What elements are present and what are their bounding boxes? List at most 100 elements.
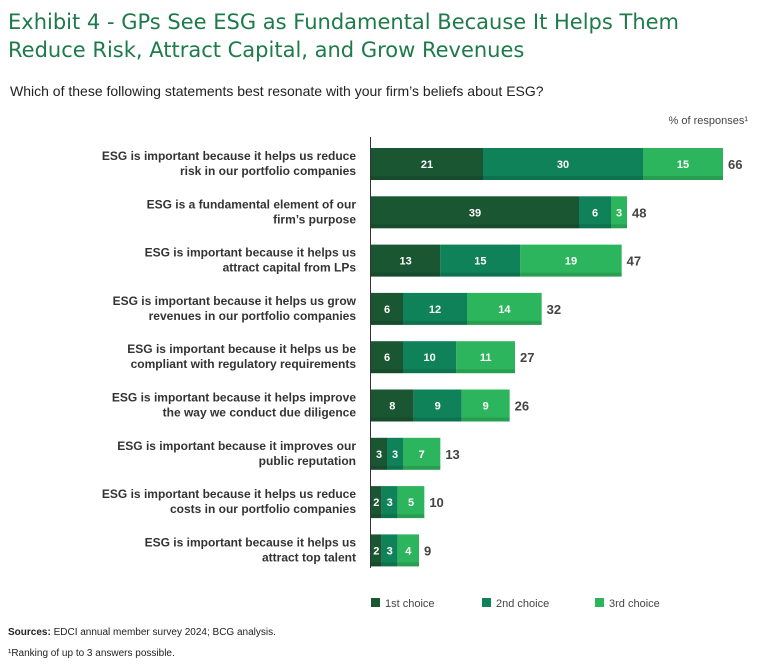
bar-segment-2 <box>381 486 398 519</box>
category-label-line: ESG is important because it helps us red… <box>102 149 356 163</box>
bar-segment-shadow <box>611 224 627 229</box>
bar-segment-shadow <box>520 272 622 277</box>
bar-segment-shadow <box>381 562 398 567</box>
segment-value-label: 6 <box>384 304 390 316</box>
category-label-line: firm’s purpose <box>273 212 356 226</box>
sources-text: EDCI annual member survey 2024; BCG anal… <box>50 627 276 638</box>
bar-segment-shadow <box>403 369 457 374</box>
total-value-label: 10 <box>429 495 443 510</box>
segment-value-label: 10 <box>424 352 436 364</box>
legend-label-1: 1st choice <box>385 598 435 610</box>
bar-segment-1 <box>371 292 403 325</box>
category-label-line: public reputation <box>259 454 356 468</box>
bar-segment-1 <box>371 196 579 229</box>
segment-value-label: 3 <box>387 545 393 557</box>
segment-value-label: 3 <box>387 497 393 509</box>
segment-value-label: 2 <box>373 497 379 509</box>
total-value-label: 9 <box>424 543 431 558</box>
category-label: ESG is important because it helps us attr… <box>145 535 357 564</box>
bar-segment-shadow <box>371 417 414 422</box>
bar-segment-1 <box>371 486 382 519</box>
segment-value-label: 2 <box>373 545 379 557</box>
bar-segment-3 <box>467 292 542 325</box>
legend-swatch-2 <box>482 598 491 607</box>
chart-subtitle: Which of these following statements best… <box>10 83 544 99</box>
bar-segment-3 <box>403 437 441 470</box>
unit-label: % of responses¹ <box>668 115 748 127</box>
segment-value-label: 9 <box>483 401 489 413</box>
segment-value-label: 3 <box>616 207 622 219</box>
segment-value-label: 39 <box>469 207 481 219</box>
bar-segment-shadow <box>413 417 462 422</box>
bar-segment-1 <box>371 244 441 277</box>
bar-segment-shadow <box>371 176 483 180</box>
segment-value-label: 14 <box>498 304 511 316</box>
bar-segment-1 <box>371 341 403 374</box>
category-label-line: risk in our portfolio companies <box>180 164 356 178</box>
category-label: ESG is important because it improves our… <box>117 439 356 468</box>
legend-label-3: 3rd choice <box>609 598 660 610</box>
bar-segment-shadow <box>461 417 510 422</box>
segment-value-label: 15 <box>677 159 689 171</box>
total-value-label: 13 <box>445 447 459 462</box>
segment-value-label: 15 <box>474 256 486 268</box>
bar-segment-shadow <box>397 514 425 519</box>
bar-segment-3 <box>643 148 723 180</box>
category-label-line: costs in our portfolio companies <box>170 502 356 516</box>
bar-segment-2 <box>483 148 643 180</box>
category-label: ESG is important because it helps us red… <box>102 149 356 178</box>
bar-segment-3 <box>456 341 515 374</box>
category-label-line: ESG is important because it helps us be <box>127 342 356 356</box>
bar-segment-shadow <box>397 562 419 567</box>
bar-segment-shadow <box>371 369 403 374</box>
segment-value-label: 21 <box>421 159 433 171</box>
bar-segment-shadow <box>371 272 441 277</box>
total-value-label: 48 <box>632 205 646 220</box>
category-label: ESG is important because it helps us red… <box>102 487 356 516</box>
segment-value-label: 6 <box>384 352 390 364</box>
bar-segment-shadow <box>371 320 403 325</box>
segment-value-label: 8 <box>389 401 395 413</box>
category-label-line: attract capital from LPs <box>223 261 357 275</box>
bar-segment-2 <box>387 437 403 470</box>
segment-value-label: 3 <box>392 449 398 461</box>
legend-swatch-1 <box>371 598 380 607</box>
category-label: ESG is a fundamental element of our firm’… <box>147 197 357 226</box>
total-value-label: 32 <box>547 302 561 317</box>
bar-segment-shadow <box>371 514 382 519</box>
category-label: ESG is important because it helps improv… <box>112 391 356 420</box>
bar-segment-shadow <box>483 176 643 180</box>
total-value-label: 26 <box>515 399 529 414</box>
bar-segment-1 <box>371 437 387 470</box>
bar-segment-shadow <box>371 224 579 229</box>
bar-segment-shadow <box>371 562 382 567</box>
category-label-line: ESG is important because it improves our <box>117 439 356 453</box>
category-label-line: ESG is important because it helps improv… <box>112 391 356 405</box>
bar-segment-2 <box>413 389 462 422</box>
bar-segment-3 <box>397 534 419 567</box>
bar-segment-1 <box>371 148 483 180</box>
segment-value-label: 4 <box>405 545 412 557</box>
sources-label: Sources: <box>8 627 51 638</box>
category-label-line: compliant with regulatory requirements <box>131 357 357 371</box>
bar-segment-3 <box>461 389 510 422</box>
legend-swatch-3 <box>595 598 604 607</box>
chart-title: Exhibit 4 - GPs See ESG as Fundamental B… <box>8 10 680 62</box>
bar-segment-3 <box>520 244 622 277</box>
category-label: ESG is important because it helps us attr… <box>145 246 357 275</box>
category-label-line: revenues in our portfolio companies <box>149 309 357 323</box>
bar-segment-shadow <box>403 320 467 325</box>
segment-value-label: 13 <box>400 256 412 268</box>
segment-value-label: 11 <box>480 352 492 364</box>
bar-segment-shadow <box>456 369 515 374</box>
total-value-label: 27 <box>520 350 534 365</box>
segment-value-label: 30 <box>557 159 569 171</box>
segment-value-label: 12 <box>429 304 441 316</box>
bar-segment-shadow <box>440 272 521 277</box>
category-label-line: ESG is a fundamental element of our <box>147 197 357 211</box>
category-label: ESG is important because it helps us be c… <box>127 342 356 371</box>
category-label-line: ESG is important because it helps us <box>145 246 357 260</box>
total-value-label: 47 <box>627 254 641 269</box>
segment-value-label: 9 <box>435 401 441 413</box>
